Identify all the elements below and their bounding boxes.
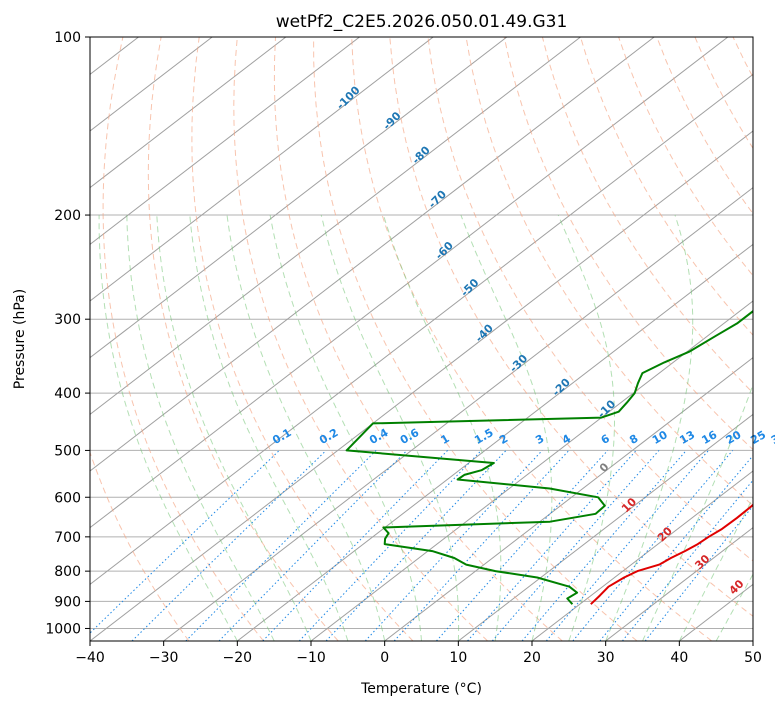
plot-frame [89, 36, 754, 642]
y-tick-label: 700 [54, 530, 81, 546]
isotherm-line [237, 243, 753, 641]
y-tick-label: 600 [54, 490, 81, 506]
mixing-ratio-line [545, 450, 709, 641]
dry-adiabat-line [580, 37, 753, 336]
y-tick-label: 400 [54, 386, 81, 402]
mixing-ratio-line [436, 450, 609, 641]
dry-adiabat-line [541, 37, 753, 394]
mixing-ratio-line [131, 450, 327, 641]
moist-adiabat-line [156, 214, 312, 641]
x-tick-label: −40 [75, 650, 105, 666]
dry-adiabat-line [102, 37, 264, 641]
x-tick-label: 50 [744, 650, 762, 666]
x-axis-title: Temperature (°C) [360, 681, 482, 697]
y-tick-label: 100 [54, 30, 81, 46]
y-tick-label: 300 [54, 312, 81, 328]
moist-adiabat-line [460, 214, 553, 641]
y-axis-title: Pressure (hPa) [12, 289, 28, 389]
moist-adiabat-line [320, 214, 460, 641]
dry-adiabat-line [273, 37, 563, 641]
moist-adiabat-line [642, 383, 753, 641]
x-tick-label: 30 [597, 650, 615, 666]
plot-area: 0.10.20.40.611.52346810131620253036-100-… [0, 36, 775, 642]
mixing-ratio-line [364, 450, 543, 641]
isotherm-line [90, 37, 508, 359]
isotherm-line [90, 37, 729, 529]
dry-adiabat-line [771, 37, 775, 641]
mixing-ratio-line [262, 450, 448, 641]
isotherm-line [90, 37, 287, 189]
isotherm-line [0, 37, 65, 641]
dewpoint-profile-line [345, 309, 753, 605]
moist-adiabat-line [126, 214, 275, 641]
y-tick-label: 500 [54, 443, 81, 459]
mixing-ratio-label: 30 [769, 428, 775, 447]
x-tick-label: −10 [296, 650, 326, 666]
temperature-profile-line [590, 503, 753, 605]
isotherm-line [90, 37, 581, 415]
dry-adiabat-line [233, 37, 488, 641]
dry-adiabat-line [191, 37, 414, 641]
plot-background [90, 37, 753, 641]
isotherm-line [605, 527, 753, 641]
moist-adiabat-line [98, 215, 238, 641]
moist-adiabat-line [269, 214, 422, 641]
isotherm-line [531, 470, 753, 641]
dry-adiabat-line [503, 37, 753, 451]
isotherm-line [90, 37, 434, 302]
moist-adiabat-line [678, 496, 753, 641]
dry-adiabat-line [313, 37, 638, 641]
isotherm-line [90, 37, 655, 472]
dry-adiabat-line [147, 37, 339, 641]
dry-adiabat-line [389, 37, 753, 617]
mixing-ratio-line [325, 450, 507, 641]
x-axis: −40 −30 −20 −10 0 10 20 30 40 50 [75, 641, 762, 666]
x-tick-label: 40 [670, 650, 688, 666]
x-tick-label: −30 [149, 650, 179, 666]
moist-adiabat-line [715, 573, 753, 641]
isotherm-line [752, 640, 753, 641]
mixing-ratio-line [467, 450, 637, 641]
y-tick-label: 800 [54, 564, 81, 580]
y-tick-label: 1000 [45, 621, 81, 637]
x-tick-label: 20 [523, 650, 541, 666]
isotherm-line [90, 73, 753, 585]
moist-adiabat-line [605, 214, 694, 641]
y-tick-label: 900 [54, 594, 81, 610]
x-tick-label: 0 [380, 650, 389, 666]
mixing-ratio-line [622, 479, 753, 641]
isotherm-line [163, 187, 753, 641]
isotherm-line [384, 357, 753, 641]
isotherm-line [90, 37, 360, 245]
x-tick-label: 10 [449, 650, 467, 666]
mixing-ratio-line [185, 450, 377, 641]
dry-adiabat-line [90, 450, 190, 641]
isotherm-line [458, 413, 753, 641]
y-axis: 100 200 300 400 500 600 700 800 900 1000 [45, 30, 90, 637]
mixing-ratio-line [572, 450, 734, 641]
moist-adiabat-line [557, 214, 615, 641]
moist-adiabat-line [383, 214, 502, 641]
x-tick-label: −20 [223, 650, 253, 666]
y-tick-label: 200 [54, 208, 81, 224]
mixing-ratio-line [218, 450, 408, 641]
chart-title: wetPf2_C2E5.2026.050.01.49.G31 [276, 12, 568, 32]
moist-adiabat-line [226, 214, 386, 641]
mixing-ratio-line [90, 450, 280, 634]
mixing-ratio-line [298, 450, 482, 641]
isotherm-line [310, 300, 753, 641]
profiles [345, 309, 753, 605]
